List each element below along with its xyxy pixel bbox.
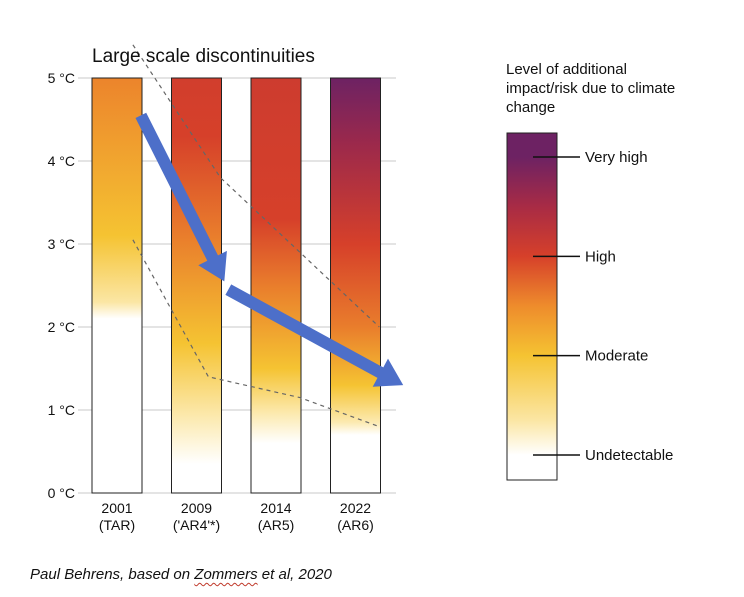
x-tick-report: (TAR) [99,517,135,533]
legend-title-line: Level of additional [506,61,627,78]
chart-title: Large scale discontinuities [92,46,315,67]
legend-level-label: Undetectable [585,447,673,464]
caption-citation-link[interactable]: Zommers [194,566,258,583]
risk-bar [91,77,143,494]
figure-panel: 0 °C 1 °C 2 °C 3 °C 4 °C 5 °C 2001 (TAR) 2009 ('A… [18,8,728,558]
legend-title-line: impact/risk due to climate [506,80,675,97]
upper-bound-dashed-line [132,44,380,328]
y-tick-label: 5 °C [48,70,75,86]
y-tick-label: 0 °C [48,485,75,501]
lower-bound-dashed-line [132,239,380,428]
trend-arrow [225,284,404,387]
caption-suffix: et al, 2020 [257,566,332,583]
caption-prefix: Paul Behrens, based on [30,566,195,583]
y-tick-label: 4 °C [48,153,75,169]
legend-colorbar [506,132,558,481]
legend-title-line: change [506,99,555,116]
x-tick-report: (AR5) [258,517,295,533]
risk-bar [330,77,381,494]
risk-bar [250,77,302,494]
x-tick-report: ('AR4'*) [173,517,220,533]
x-tick-year: 2009 [181,500,212,516]
y-tick-label: 3 °C [48,236,75,252]
x-tick-report: (AR6) [337,517,374,533]
risk-bar [171,77,222,494]
x-tick-year: 2014 [260,500,291,516]
y-tick-label: 1 °C [48,402,75,418]
y-tick-label: 2 °C [48,319,75,335]
chart: 0 °C 1 °C 2 °C 3 °C 4 °C 5 °C 2001(TAR) 2009('A… [48,44,675,533]
legend-level-label: Very high [585,149,648,166]
x-tick-year: 2022 [340,500,371,516]
legend-level-label: High [585,248,616,265]
x-tick-year: 2001 [101,500,132,516]
trend-arrow [135,112,227,282]
legend-level-label: Moderate [585,348,648,365]
figure-caption: Paul Behrens, based on Zommers et al, 20… [30,566,332,583]
